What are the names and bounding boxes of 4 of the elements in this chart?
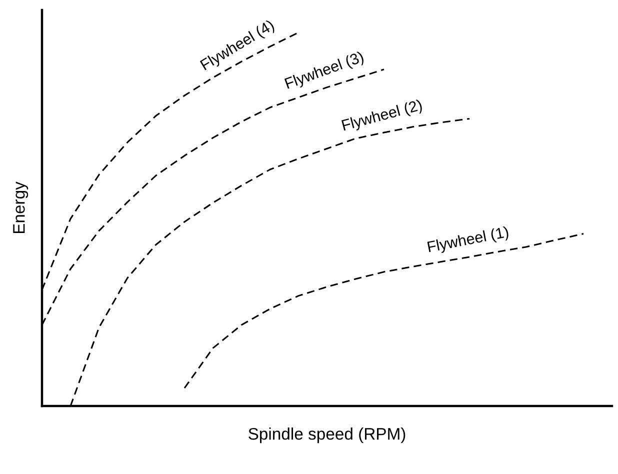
x-axis-title: Spindle speed (RPM) [248,428,406,444]
annotation: Flywheel (2) [341,98,424,134]
annotation: Flywheel (1) [427,226,510,256]
y-axis-title: Energy [13,182,28,234]
